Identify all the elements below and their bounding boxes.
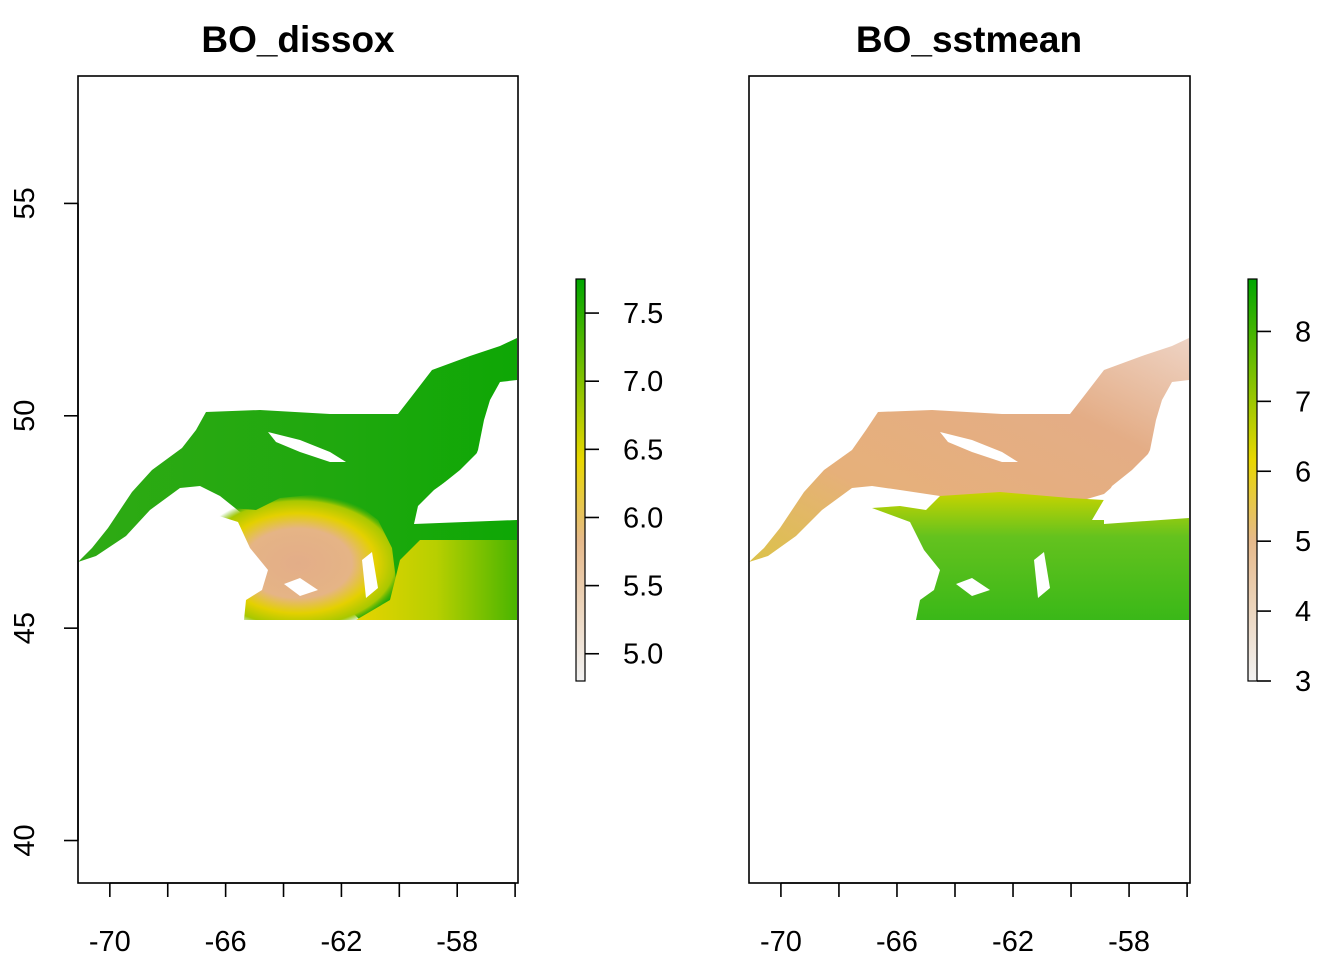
legend-colorbar [1247,278,1258,682]
legend-dissox: 5.0 5.5 6.0 6.5 7.0 7.5 [575,278,663,682]
legend-tick-label: 8 [1295,316,1311,348]
raster-dissox [78,338,517,620]
legend-tick-label: 4 [1295,596,1311,628]
island-anticosti-dissox [268,432,346,462]
chart-title: BO_sstmean [856,19,1082,60]
y-tick-label: 40 [9,824,41,856]
raster-sstmean [749,338,1189,620]
x-axis: -70 -66 -62 -58 [760,882,1188,958]
island-south-sst [956,552,1050,598]
land-newfoundland-sst [1092,386,1189,520]
legend-tick-label: 6.5 [623,434,663,466]
water-north-dissox [78,338,517,620]
water-south-dissox [356,540,517,620]
legend-colorbar [575,278,586,682]
x-axis: -70 -66 -62 -58 [89,882,516,958]
legend-tick-label: 3 [1295,666,1311,698]
panel-sstmean: BO_sstmean -70 -66 -62 -58 3 4 5 6 7 8 [748,19,1311,958]
island-south-dissox [284,552,378,598]
x-tick-label: -70 [760,926,802,958]
water-south-sst [872,492,1189,620]
y-tick-label: 55 [9,187,41,219]
legend-tick-label: 5.5 [623,571,663,603]
y-tick-label: 50 [9,400,41,432]
x-tick-label: -58 [436,926,478,958]
x-tick-label: -62 [992,926,1034,958]
legend-tick-label: 7.0 [623,366,663,398]
chart-title: BO_dissox [201,19,395,60]
legend-tick-label: 7 [1295,386,1311,418]
legend-tick-label: 6.0 [623,502,663,534]
x-tick-label: -62 [320,926,362,958]
legend-tick-label: 7.5 [623,298,663,330]
legend-tick-label: 6 [1295,456,1311,488]
y-axis: 40 45 50 55 [9,187,79,857]
legend-ticks: 5.0 5.5 6.0 6.5 7.0 7.5 [585,298,663,671]
water-bowl-dissox [200,494,396,620]
legend-tick-label: 5 [1295,526,1311,558]
x-tick-label: -58 [1108,926,1150,958]
island-anticosti-sst [940,432,1018,462]
x-tick-label: -70 [89,926,131,958]
y-tick-label: 45 [9,612,41,644]
legend-sstmean: 3 4 5 6 7 8 [1247,278,1311,698]
legend-ticks: 3 4 5 6 7 8 [1257,316,1311,698]
panel-dissox: BO_dissox -70 -66 -62 -58 40 45 50 55 5.0 5.5 6.… [9,19,663,958]
x-tick-label: -66 [205,926,247,958]
x-tick-label: -66 [876,926,918,958]
legend-tick-label: 5.0 [623,639,663,671]
land-newfoundland-dissox [420,386,517,520]
